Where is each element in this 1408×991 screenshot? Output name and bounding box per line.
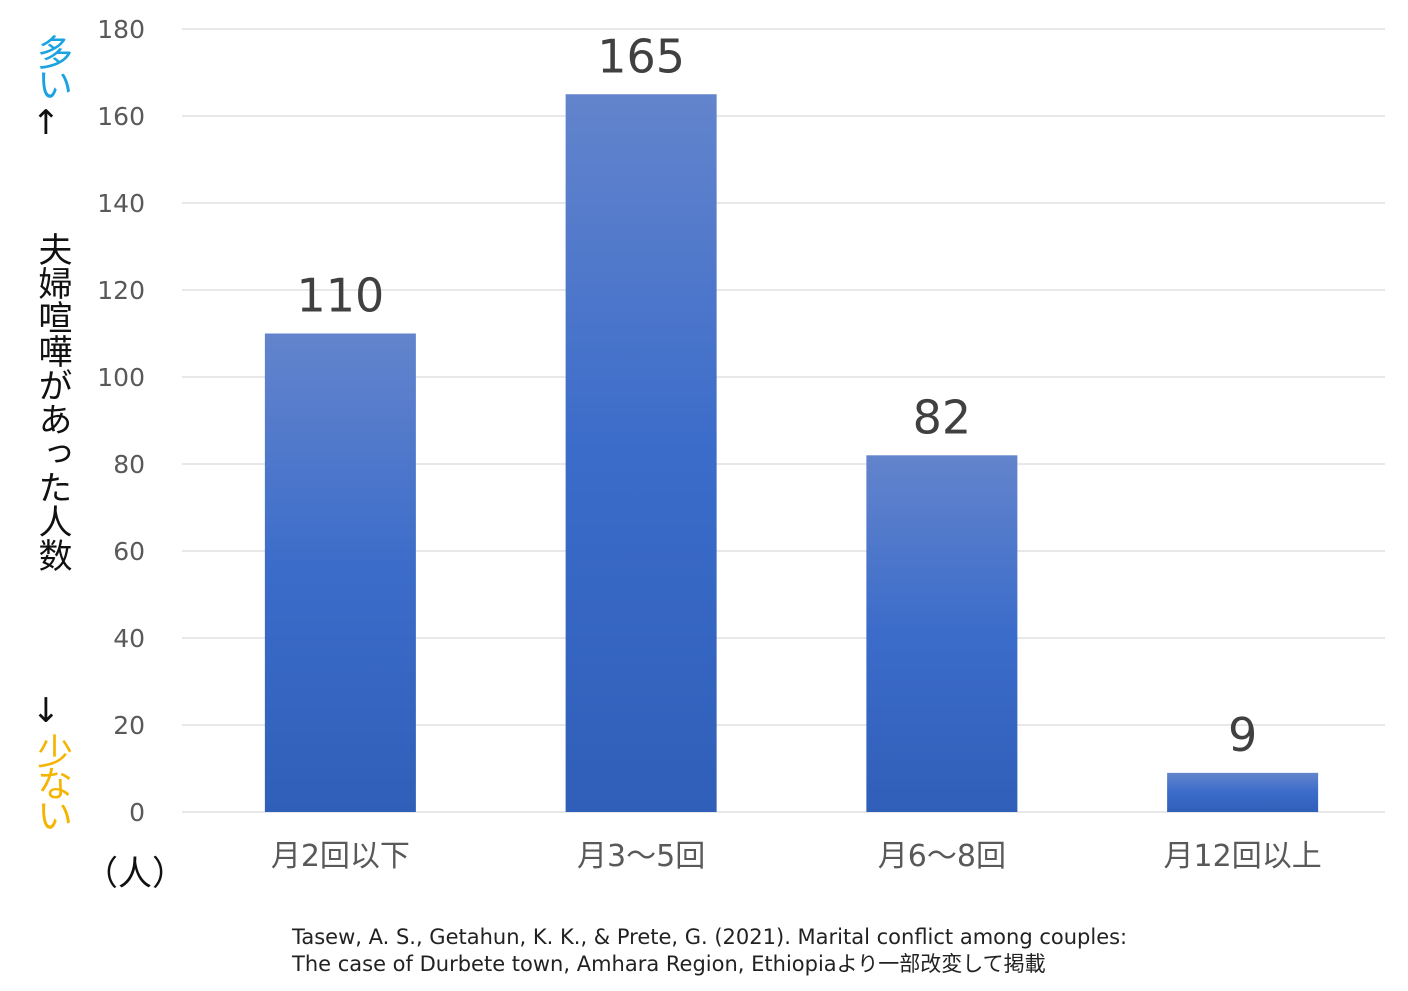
y-tick-label: 80: [113, 450, 145, 479]
data-label: 110: [296, 269, 384, 323]
x-tick-label: 月6～8回: [878, 839, 1006, 874]
arrow-up-icon: ↑: [31, 103, 61, 143]
unit-label: （人）: [84, 854, 186, 894]
data-labels: 110 165 82 9: [296, 29, 1257, 762]
arrow-down-icon: ↓: [31, 691, 61, 731]
x-axis-ticks: 月2回以下 月3～5回 月6～8回 月12回以上: [271, 839, 1322, 874]
bar: [264, 333, 416, 812]
y-tick-label: 40: [113, 624, 145, 653]
data-label: 82: [913, 390, 972, 444]
bar: [866, 455, 1018, 812]
data-label: 165: [597, 29, 685, 83]
y-tick-label: 180: [97, 15, 145, 44]
source-line-2: The case of Durbete town, Amhara Region,…: [292, 952, 1046, 976]
annotation-many: 多い: [31, 34, 72, 98]
annotation-few: 少ない: [31, 733, 72, 829]
bars: [264, 94, 1319, 812]
x-tick-label: 月2回以下: [271, 839, 410, 874]
x-tick-label: 月12回以上: [1164, 839, 1322, 874]
source-citation: Tasew, A. S., Getahun, K. K., & Prete, G…: [292, 924, 1127, 978]
y-tick-label: 0: [129, 798, 145, 827]
y-tick-label: 100: [97, 363, 145, 392]
bar: [565, 94, 717, 812]
x-tick-label: 月3～5回: [577, 839, 705, 874]
y-axis-ticks: 0 20 40 60 80 100 120 140 160 180: [97, 15, 145, 827]
y-tick-label: 120: [97, 276, 145, 305]
y-tick-label: 160: [97, 102, 145, 131]
source-line-1: Tasew, A. S., Getahun, K. K., & Prete, G…: [292, 925, 1128, 949]
y-tick-label: 60: [113, 537, 145, 566]
y-axis-label: 夫婦喧嘩があった人数: [32, 232, 72, 572]
data-label: 9: [1228, 708, 1257, 762]
bar: [1167, 772, 1319, 812]
y-tick-label: 140: [97, 189, 145, 218]
y-tick-label: 20: [113, 711, 145, 740]
